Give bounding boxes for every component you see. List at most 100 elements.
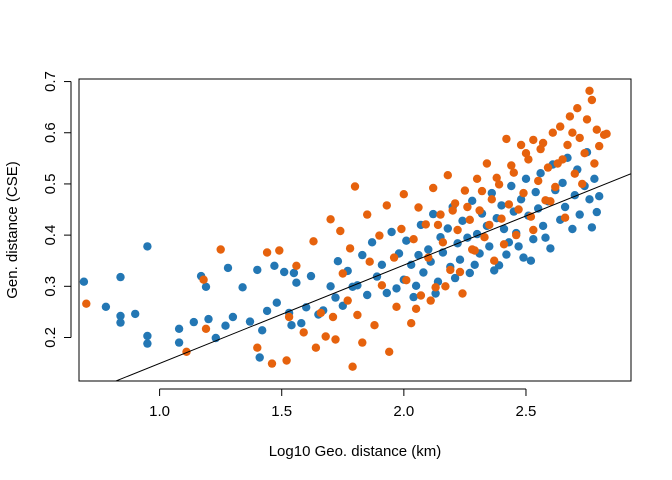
- data-point: [450, 273, 460, 283]
- data-point: [216, 245, 225, 254]
- data-point: [485, 242, 494, 251]
- data-point: [446, 265, 455, 275]
- data-point: [502, 250, 511, 259]
- data-point: [560, 202, 570, 212]
- data-point: [131, 309, 140, 319]
- x-axis: 1.0 1.5 2.0 2.5: [149, 388, 536, 420]
- data-point: [397, 224, 406, 234]
- data-point: [331, 293, 340, 302]
- y-tick-label: 0.2: [42, 327, 59, 348]
- data-point: [460, 186, 470, 195]
- data-point: [407, 319, 416, 328]
- data-point: [558, 178, 567, 188]
- data-point: [514, 205, 523, 214]
- data-point: [411, 281, 421, 290]
- data-point: [538, 138, 548, 148]
- plot-frame: [78, 78, 632, 382]
- data-point: [116, 311, 125, 321]
- y-tick-label: 0.6: [42, 122, 59, 143]
- data-point: [507, 181, 516, 191]
- data-point: [443, 224, 452, 233]
- data-point: [556, 122, 565, 131]
- data-point: [465, 268, 474, 278]
- data-point: [499, 240, 509, 249]
- data-point: [116, 272, 125, 282]
- data-point: [507, 161, 516, 170]
- y-tick-label: 0.4: [42, 225, 59, 246]
- data-point: [487, 195, 496, 204]
- data-point: [377, 281, 387, 290]
- data-point: [377, 260, 387, 269]
- data-point: [414, 250, 423, 260]
- data-point: [411, 304, 421, 313]
- data-point: [392, 284, 401, 293]
- data-point: [526, 256, 536, 265]
- data-point: [201, 282, 211, 291]
- data-point: [472, 174, 482, 183]
- data-point: [326, 215, 335, 224]
- data-point: [345, 244, 355, 253]
- data-point: [372, 272, 382, 281]
- data-point: [543, 163, 553, 172]
- x-tick-label: 1.5: [271, 403, 292, 420]
- data-point: [516, 140, 526, 150]
- data-point: [595, 141, 604, 151]
- data-point: [424, 253, 433, 262]
- data-point: [267, 359, 277, 368]
- data-point: [502, 134, 511, 144]
- data-point: [431, 289, 440, 298]
- data-point: [321, 332, 330, 341]
- data-point: [534, 176, 543, 186]
- data-point: [382, 288, 391, 298]
- data-point: [238, 283, 247, 292]
- data-point: [375, 231, 384, 240]
- data-point: [328, 312, 338, 322]
- data-point: [585, 195, 594, 204]
- data-point: [490, 256, 499, 265]
- data-point: [568, 224, 577, 234]
- data-point: [563, 140, 572, 150]
- data-point: [387, 227, 396, 237]
- data-point: [199, 275, 208, 284]
- data-point: [560, 213, 570, 222]
- data-point: [311, 343, 321, 352]
- data-point: [370, 321, 379, 330]
- x-tick-label: 1.0: [149, 403, 170, 420]
- data-point: [470, 260, 479, 269]
- data-point: [429, 209, 438, 219]
- data-point: [487, 188, 496, 198]
- data-point: [521, 174, 531, 183]
- data-point: [358, 250, 367, 260]
- y-tick-label: 0.5: [42, 174, 59, 195]
- data-point: [116, 318, 125, 327]
- data-point: [284, 312, 294, 322]
- data-point: [519, 188, 528, 198]
- data-point: [455, 267, 465, 277]
- data-point: [475, 206, 484, 215]
- data-point: [389, 253, 399, 262]
- data-point: [436, 210, 445, 219]
- data-point: [174, 324, 184, 333]
- data-point: [492, 173, 501, 182]
- data-point: [463, 233, 472, 242]
- data-point: [431, 283, 440, 292]
- data-point: [333, 257, 343, 266]
- data-point: [580, 149, 589, 158]
- data-point: [299, 328, 308, 337]
- x-axis-label: Log10 Geo. distance (km): [269, 443, 442, 460]
- data-point: [465, 215, 474, 224]
- data-point: [392, 302, 401, 311]
- data-point: [587, 95, 597, 105]
- data-point: [365, 257, 374, 266]
- data-point: [499, 224, 509, 234]
- data-point: [529, 135, 538, 145]
- data-point: [450, 199, 460, 208]
- data-point: [553, 159, 562, 168]
- data-point: [480, 233, 489, 242]
- data-point: [350, 182, 360, 191]
- data-point: [421, 220, 430, 229]
- data-point: [433, 220, 443, 230]
- data-point: [573, 104, 582, 113]
- data-point: [477, 186, 487, 196]
